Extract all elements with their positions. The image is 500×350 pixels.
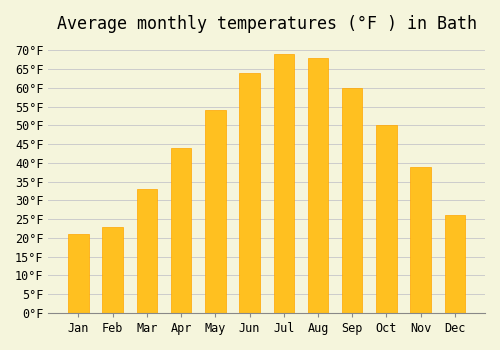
Bar <box>68 234 88 313</box>
Title: Average monthly temperatures (°F ) in Bath: Average monthly temperatures (°F ) in Ba… <box>56 15 476 33</box>
Bar <box>240 73 260 313</box>
Bar <box>410 167 431 313</box>
Bar <box>308 58 328 313</box>
Bar <box>205 110 226 313</box>
Bar <box>444 216 465 313</box>
Bar <box>136 189 157 313</box>
Bar <box>342 88 362 313</box>
Bar <box>171 148 192 313</box>
Bar <box>102 227 123 313</box>
Bar <box>376 125 396 313</box>
Bar <box>274 54 294 313</box>
